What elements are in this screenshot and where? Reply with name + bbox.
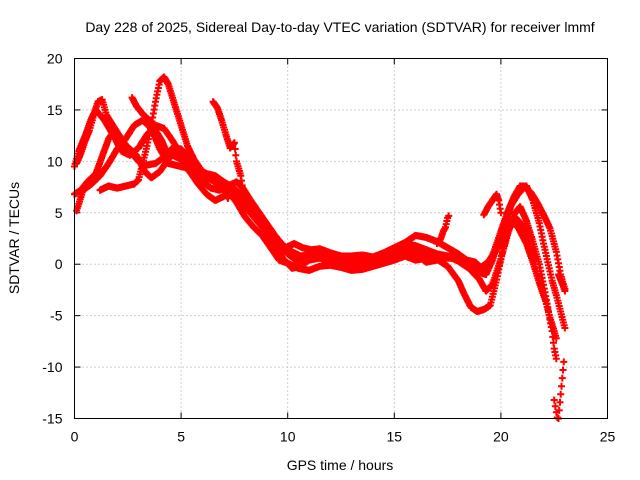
plot-frame bbox=[74, 58, 608, 419]
y-tick-labels: -15 -10 -5 0 5 10 15 20 bbox=[42, 51, 62, 427]
series-markers bbox=[555, 271, 569, 295]
y-tick-label: 0 bbox=[55, 256, 63, 272]
y-tick-label: 20 bbox=[47, 51, 63, 67]
series-trace-6 bbox=[128, 94, 232, 202]
x-axis-label: GPS time / hours bbox=[287, 457, 394, 473]
y-tick-label: -15 bbox=[42, 411, 62, 427]
x-tick-label: 25 bbox=[600, 429, 616, 445]
x-tick-label: 5 bbox=[177, 429, 185, 445]
y-tick-label: -5 bbox=[50, 308, 63, 324]
x-tick-label: 20 bbox=[493, 429, 509, 445]
y-tick-label: 5 bbox=[55, 205, 63, 221]
y-tick-label: -10 bbox=[42, 359, 62, 375]
series-trace-10 bbox=[550, 358, 568, 422]
data-points bbox=[71, 73, 569, 422]
series-trace-11 bbox=[433, 212, 453, 248]
series-trace-9 bbox=[555, 271, 569, 295]
series-markers bbox=[433, 212, 453, 248]
series-trace-8 bbox=[480, 190, 505, 219]
series-markers bbox=[480, 190, 505, 219]
y-axis-label: SDTVAR / TECUs bbox=[6, 182, 22, 294]
x-tick-labels: 0 5 10 15 20 25 bbox=[71, 429, 616, 445]
y-tick-label: 15 bbox=[47, 102, 63, 118]
series-trace-4 bbox=[96, 73, 539, 315]
x-tick-label: 0 bbox=[71, 429, 79, 445]
series-markers bbox=[128, 94, 232, 202]
chart-title: Day 228 of 2025, Sidereal Day-to-day VTE… bbox=[85, 19, 594, 35]
x-tick-label: 10 bbox=[280, 429, 296, 445]
x-tick-label: 15 bbox=[387, 429, 403, 445]
series-trace-7 bbox=[209, 98, 249, 204]
series-markers bbox=[209, 98, 249, 204]
y-tick-label: 10 bbox=[47, 153, 63, 169]
series-markers bbox=[550, 358, 568, 422]
series-markers bbox=[96, 73, 539, 315]
